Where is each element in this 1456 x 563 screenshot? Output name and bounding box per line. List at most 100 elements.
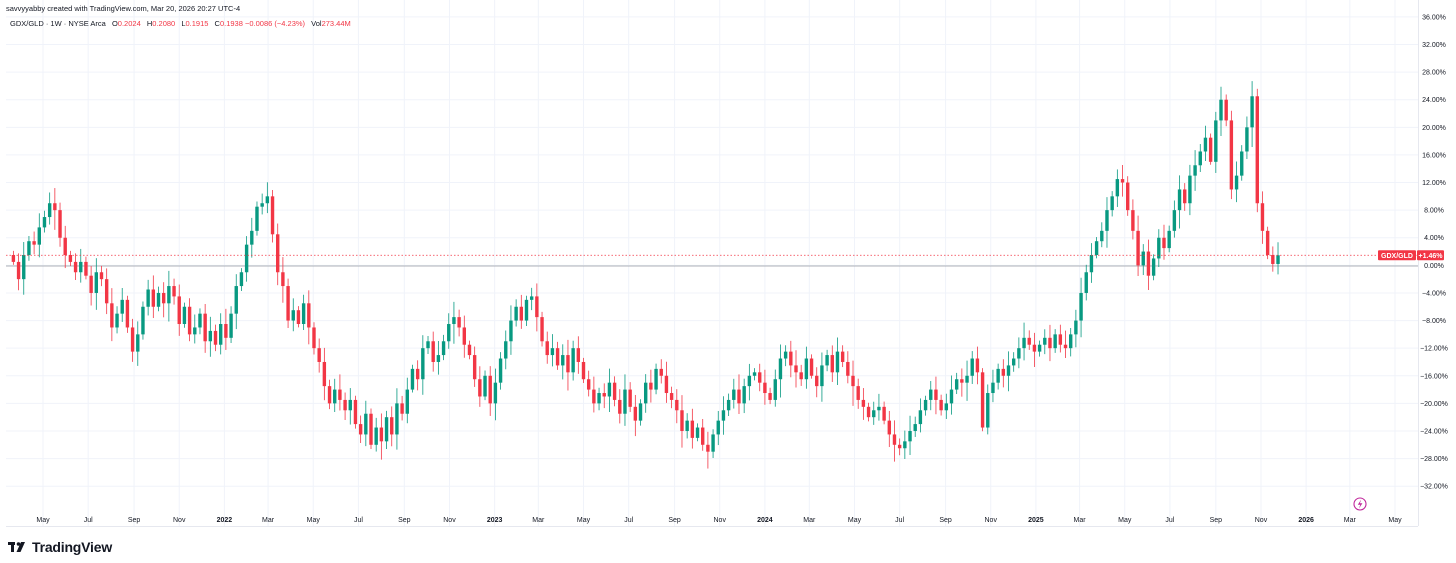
candle <box>312 322 316 355</box>
candle-body <box>1079 292 1083 321</box>
candle-body <box>835 351 840 373</box>
candle-body <box>566 355 570 373</box>
price-axis[interactable]: 36.00% 32.00% 28.00% 24.00% 20.00% 16.00% 12.0… <box>1420 14 1448 490</box>
candle-body <box>426 341 430 349</box>
lightning-icon[interactable] <box>1353 497 1367 511</box>
candle <box>856 378 860 409</box>
candle-body <box>815 375 819 387</box>
candle-body <box>742 386 746 404</box>
candle-body <box>866 406 871 418</box>
candle <box>944 393 949 419</box>
candle <box>514 299 518 327</box>
x-tick-label: Nov <box>714 517 727 524</box>
candle-body <box>161 292 166 304</box>
candle <box>276 223 280 286</box>
candle <box>980 368 985 432</box>
candle <box>1043 329 1047 355</box>
candle-body <box>820 365 824 387</box>
candle <box>685 413 689 439</box>
candle-body <box>882 406 886 421</box>
x-tick-label: Nov <box>173 517 186 524</box>
y-tick-label: 8.00% <box>1424 208 1444 215</box>
candle-body <box>296 310 301 325</box>
candle <box>607 368 612 412</box>
candle-body <box>47 203 52 218</box>
candle <box>934 376 938 415</box>
candle-body <box>555 348 560 366</box>
y-tick-label: −12.00% <box>1420 346 1448 353</box>
candle-body <box>472 355 477 380</box>
legend-open: 0.2024 <box>117 19 141 28</box>
candle-body <box>1006 365 1011 376</box>
candle-body <box>141 306 145 335</box>
price-axis-border <box>1418 0 1419 526</box>
candle <box>255 201 259 236</box>
brand[interactable]: TradingView <box>8 538 112 556</box>
candle-body <box>659 368 663 376</box>
legend-symbol[interactable]: GDX/GLD · 1W · NYSE Arca <box>10 19 106 28</box>
candle-body <box>358 424 363 435</box>
candle-body <box>752 372 757 376</box>
candle <box>11 250 16 265</box>
candle <box>643 374 648 413</box>
candle-body <box>1177 189 1182 211</box>
candle-body <box>1219 99 1223 121</box>
candle-body <box>830 355 834 373</box>
candle <box>1234 161 1239 203</box>
candle-body <box>270 196 275 235</box>
candle-body <box>545 341 549 356</box>
x-tick-label: Jul <box>354 517 363 524</box>
price-tag-symbol: GDX/GLD <box>1381 253 1413 260</box>
candle-body <box>716 420 720 435</box>
candle <box>1157 229 1161 268</box>
candle <box>146 279 150 316</box>
candle <box>364 400 368 447</box>
x-tick-label: Mar <box>532 517 545 524</box>
candle <box>804 346 809 389</box>
candle <box>929 381 933 411</box>
candle <box>633 394 638 437</box>
candle <box>415 360 420 391</box>
x-tick-label: Mar <box>262 517 275 524</box>
candle <box>1006 351 1011 392</box>
candle-body <box>581 361 586 380</box>
time-axis[interactable]: May Jul Sep Nov 2022 Mar May Jul Sep Nov 2023 Mar Ma… <box>36 517 1402 524</box>
candle-body <box>732 389 736 400</box>
candle-body <box>514 306 518 321</box>
candle-body <box>944 403 949 411</box>
candle-body <box>509 320 513 342</box>
candle <box>877 393 881 421</box>
candle <box>840 345 845 368</box>
candle-body <box>156 292 161 307</box>
candle-body <box>37 227 41 245</box>
candle-body <box>1260 203 1265 231</box>
candle <box>954 372 959 395</box>
candle-body <box>960 379 964 383</box>
legend-vol: 273.44M <box>321 19 351 28</box>
candle <box>84 256 88 280</box>
candle-body <box>872 410 876 418</box>
x-tick-label: May <box>36 517 50 524</box>
candle-body <box>374 427 378 445</box>
candle <box>441 334 446 361</box>
candle <box>732 378 736 409</box>
candle-body <box>851 375 855 387</box>
candle-body <box>535 296 539 318</box>
candle <box>1245 116 1249 160</box>
candle-body <box>431 341 435 362</box>
candle <box>861 388 866 420</box>
brand-name: TradingView <box>32 539 113 555</box>
candle-body <box>918 410 923 425</box>
candle-body <box>312 327 316 349</box>
candle <box>94 258 99 310</box>
candle <box>483 370 487 401</box>
candle-body <box>529 296 534 300</box>
candle-body <box>758 372 762 383</box>
candle <box>726 393 731 416</box>
candle-body <box>721 410 726 421</box>
candle <box>1017 337 1021 369</box>
candle-body <box>27 241 31 255</box>
candle <box>498 352 503 390</box>
candle <box>1250 81 1254 148</box>
